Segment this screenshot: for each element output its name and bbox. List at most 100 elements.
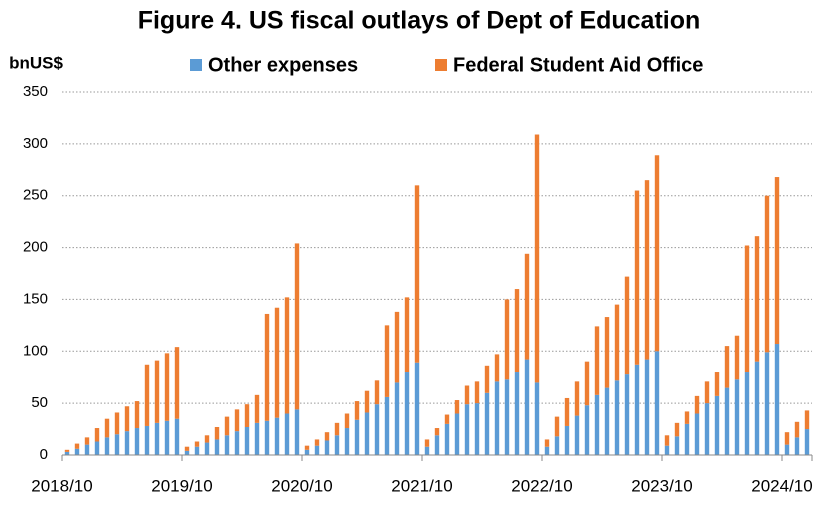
bar-segment <box>634 190 640 365</box>
bar-segment <box>544 446 550 455</box>
bar-segment <box>254 422 260 455</box>
bar-segment <box>154 422 160 455</box>
bar-segment <box>194 441 200 447</box>
bar-segment <box>174 418 180 455</box>
bar-segment <box>674 422 680 437</box>
bar-segment <box>644 180 650 360</box>
bar-segment <box>324 432 330 441</box>
bar-segment <box>314 439 320 446</box>
bar-segment <box>614 304 620 381</box>
bar-segment <box>94 428 100 442</box>
bar-segment <box>414 185 420 363</box>
bar-segment <box>214 426 220 440</box>
bar-segment <box>514 372 520 455</box>
bar-segment <box>464 385 470 405</box>
bar-segment <box>144 364 150 426</box>
bar-segment <box>794 437 800 455</box>
bar-segment <box>364 412 370 455</box>
bar-segment <box>584 361 590 406</box>
bar-segment <box>524 359 530 455</box>
bar-segment <box>284 413 290 455</box>
bar-segment <box>674 436 680 455</box>
bar-segment <box>774 344 780 455</box>
bar-segment <box>334 422 340 436</box>
bar-segment <box>574 415 580 455</box>
bar-segment <box>794 421 800 438</box>
bar-segment <box>294 409 300 455</box>
y-tick-label: 250 <box>23 187 48 204</box>
bar-segment <box>74 448 80 455</box>
x-tick-label: 2021/10 <box>391 476 452 495</box>
bar-segment <box>454 400 460 414</box>
bar-segment <box>644 359 650 455</box>
x-tick-label: 2022/10 <box>511 476 572 495</box>
legend-label: Federal Student Aid Office <box>453 54 703 76</box>
bar-segment <box>604 387 610 455</box>
bar-segment <box>124 431 130 455</box>
bar-segment <box>404 297 410 373</box>
bar-segment <box>604 317 610 388</box>
bar-segment <box>534 382 540 455</box>
bar-segment <box>564 425 570 455</box>
bar-segment <box>64 449 70 452</box>
y-tick-label: 350 <box>23 83 48 100</box>
bar-segment <box>194 446 200 455</box>
bar-segment <box>444 414 450 424</box>
bar-segment <box>294 243 300 410</box>
bar-segment <box>624 374 630 455</box>
bar-segment <box>344 413 350 429</box>
bar-segment <box>274 307 280 418</box>
bar-segment <box>64 451 70 455</box>
bar-segment <box>144 425 150 455</box>
bar-segment <box>574 381 580 416</box>
bar-segment <box>234 409 240 432</box>
legend: Other expenses Federal Student Aid Office <box>190 54 703 76</box>
bar-segment <box>214 439 220 455</box>
bar-segment <box>594 326 600 395</box>
bar-segment <box>424 446 430 455</box>
bar-segment <box>704 403 710 455</box>
bar-segment <box>804 429 810 455</box>
x-tick-label: 2023/10 <box>631 476 692 495</box>
bar-segment <box>474 381 480 404</box>
bar-segment <box>314 445 320 455</box>
bar-segment <box>434 435 440 455</box>
bar-segment <box>684 411 690 424</box>
bar-segment <box>174 347 180 419</box>
bar-segment <box>734 379 740 455</box>
bar-segment <box>724 346 730 388</box>
bar-segment <box>254 394 260 423</box>
y-axis-label: bnUS$ <box>9 53 63 72</box>
bar-segment <box>784 432 790 445</box>
bar-segment <box>494 381 500 455</box>
bar-segment <box>364 390 370 413</box>
bar-segment <box>424 439 430 447</box>
bar-segment <box>744 245 750 373</box>
bar-segment <box>464 404 470 455</box>
bar-segment <box>134 428 140 455</box>
bar-segment <box>374 380 380 405</box>
x-tick-label: 2020/10 <box>271 476 332 495</box>
bar-segment <box>754 236 760 362</box>
bar-segment <box>274 417 280 455</box>
y-tick-label: 100 <box>23 342 48 359</box>
bar-segment <box>784 444 790 455</box>
bar-segment <box>164 353 170 421</box>
y-tick-label: 200 <box>23 239 48 256</box>
bar-segment <box>694 395 700 414</box>
bar-segment <box>264 313 270 421</box>
bar-segment <box>514 289 520 373</box>
y-tick-label: 0 <box>40 446 48 463</box>
bar-segment <box>204 435 210 443</box>
bar-segment <box>454 413 460 455</box>
bar-segment <box>124 406 130 432</box>
bar-segment <box>444 423 450 455</box>
bar-segment <box>484 392 490 455</box>
bar-segment <box>554 436 560 455</box>
bar-segment <box>714 395 720 455</box>
x-tick-label: 2018/10 <box>31 476 92 495</box>
bar-segment <box>654 155 660 352</box>
bar-segment <box>744 372 750 455</box>
legend-label: Other expenses <box>208 54 358 76</box>
bar-segment <box>394 311 400 383</box>
